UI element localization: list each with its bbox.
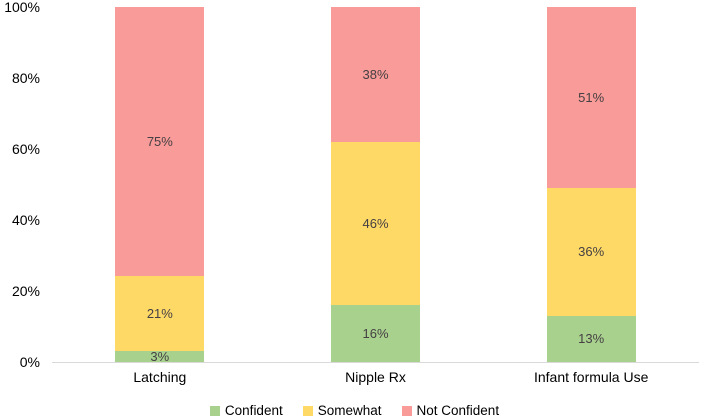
plot-area: 75% 21% 3% 38% 46% 16% 51% 36% 13%: [52, 7, 699, 365]
bar-segment: 75%: [115, 7, 205, 276]
data-label: 13%: [578, 331, 605, 347]
y-axis: 100% 80% 60% 40% 20% 0%: [0, 0, 40, 370]
y-tick-label: 80%: [11, 70, 40, 86]
bar-segment: 36%: [546, 188, 636, 316]
category-label: Infant formula Use: [533, 369, 649, 385]
bar-segment: 46%: [331, 141, 420, 306]
y-tick-label: 0%: [19, 354, 40, 370]
data-label: 36%: [578, 244, 605, 260]
stacked-bar: 38% 46% 16%: [331, 7, 420, 362]
category-label: Nipple Rx: [345, 369, 406, 385]
legend-label: Not Confident: [416, 403, 500, 418]
legend-swatch-icon: [209, 405, 220, 416]
category-axis: Latching Nipple Rx Infant formula Use: [52, 369, 699, 387]
y-tick-label: 60%: [11, 141, 40, 157]
stacked-bar: 51% 36% 13%: [546, 7, 636, 362]
bar-slot: 51% 36% 13%: [483, 7, 699, 362]
bar-segment: 13%: [546, 315, 636, 362]
y-tick-label: 20%: [11, 283, 40, 299]
legend-label: Somewhat: [317, 403, 382, 418]
x-axis-line: [52, 362, 699, 363]
y-tick-label: 40%: [11, 212, 40, 228]
data-label: 51%: [578, 90, 605, 106]
bars-container: 75% 21% 3% 38% 46% 16% 51% 36% 13%: [52, 7, 699, 365]
legend-swatch-icon: [302, 405, 313, 416]
legend-swatch-icon: [401, 405, 412, 416]
bar-segment: 3%: [115, 349, 205, 365]
bar-slot: 75% 21% 3%: [52, 7, 268, 365]
data-label: 21%: [146, 306, 173, 322]
bar-segment: 16%: [331, 305, 420, 362]
legend: Confident Somewhat Not Confident: [0, 402, 709, 419]
y-tick-label: 100%: [4, 0, 40, 15]
bar-slot: 38% 46% 16%: [268, 7, 484, 362]
category-label: Latching: [133, 369, 187, 385]
data-label: 46%: [362, 216, 389, 232]
stacked-bar: 75% 21% 3%: [115, 7, 205, 365]
legend-item: Somewhat: [302, 403, 382, 418]
data-label: 75%: [146, 133, 173, 149]
data-label: 16%: [362, 326, 389, 342]
bar-segment: 51%: [546, 7, 636, 189]
bar-segment: 38%: [331, 7, 420, 142]
data-label: 3%: [150, 349, 170, 365]
bar-segment: 21%: [115, 275, 205, 352]
legend-item: Confident: [209, 403, 283, 418]
data-label: 38%: [362, 66, 389, 82]
legend-item: Not Confident: [401, 403, 500, 418]
legend-label: Confident: [224, 403, 283, 418]
